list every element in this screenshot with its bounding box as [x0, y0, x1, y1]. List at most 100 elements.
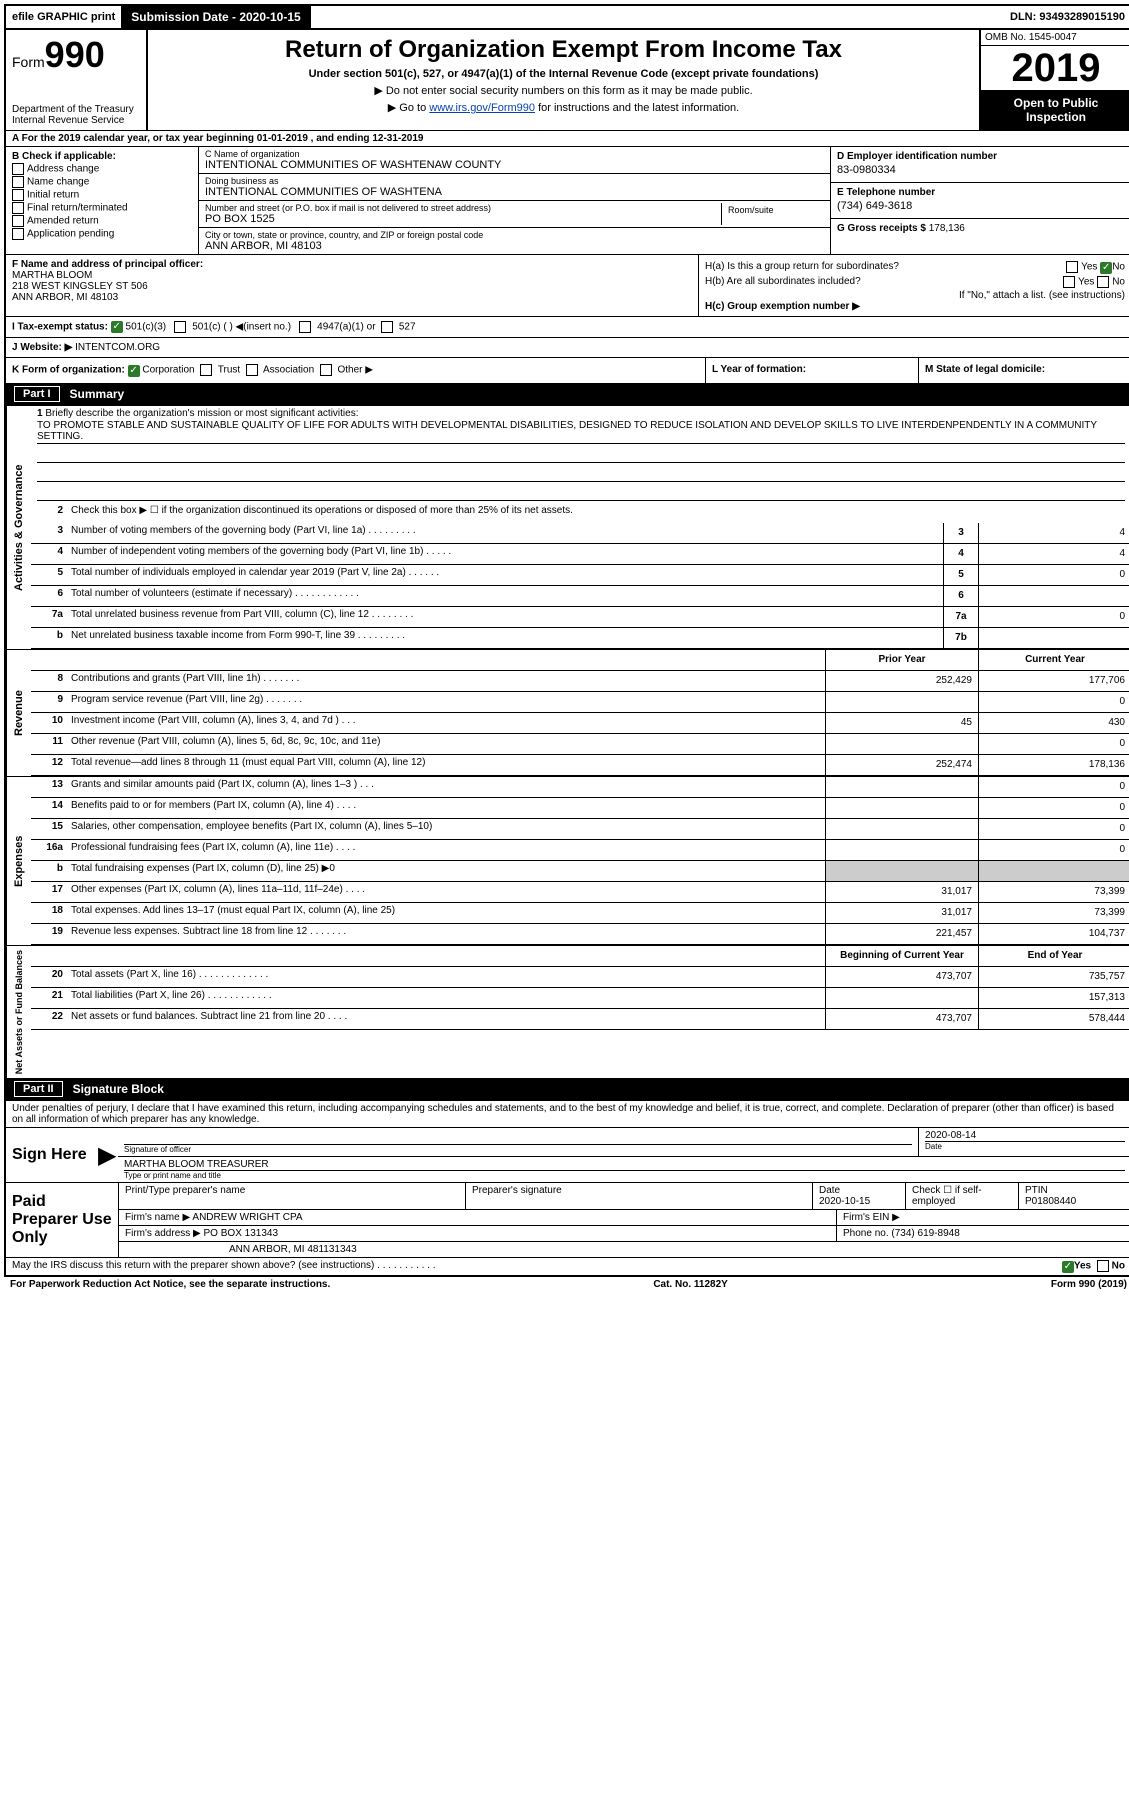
- website-row: J Website: ▶ INTENTCOM.ORG: [6, 338, 1129, 357]
- col-de: D Employer identification number 83-0980…: [830, 147, 1129, 254]
- header-left: Form990 Department of the Treasury Inter…: [6, 30, 148, 130]
- sig-name: MARTHA BLOOM TREASURER: [124, 1159, 1125, 1170]
- sig-date-val: 2020-08-14: [925, 1130, 1125, 1141]
- prep-grid: Print/Type preparer's name Preparer's si…: [118, 1183, 1129, 1257]
- officer-addr1: 218 WEST KINGSLEY ST 506: [12, 281, 692, 292]
- vtab-revenue: Revenue: [6, 650, 31, 776]
- line-8: 8Contributions and grants (Part VIII, li…: [31, 671, 1129, 692]
- city-label: City or town, state or province, country…: [205, 230, 824, 240]
- firm-name: Firm's name ▶ ANDREW WRIGHT CPA: [119, 1210, 837, 1225]
- part-2-num: Part II: [14, 1081, 63, 1097]
- paid-preparer-label: Paid Preparer Use Only: [6, 1183, 118, 1257]
- hb-answers: Yes No: [1063, 276, 1125, 288]
- ag-body: 1 Briefly describe the organization's mi…: [31, 406, 1129, 649]
- line-7b: bNet unrelated business taxable income f…: [31, 628, 1129, 649]
- vtab-activities: Activities & Governance: [6, 406, 31, 649]
- form-frame: Form990 Department of the Treasury Inter…: [4, 30, 1129, 1277]
- irs-link[interactable]: www.irs.gov/Form990: [429, 102, 535, 114]
- chk-initial-return[interactable]: Initial return: [12, 189, 192, 201]
- sig-officer-line: Signature of officer 2020-08-14 Date: [118, 1128, 1129, 1157]
- irs-discuss-q: May the IRS discuss this return with the…: [12, 1260, 1062, 1273]
- mission-blank-1: [37, 444, 1125, 463]
- form-number: Form990: [12, 34, 140, 76]
- street-box: Number and street (or P.O. box if mail i…: [199, 201, 830, 228]
- mission-block: 1 Briefly describe the organization's mi…: [31, 406, 1129, 503]
- ein-label: D Employer identification number: [837, 151, 1125, 162]
- form-title: Return of Organization Exempt From Incom…: [156, 36, 971, 64]
- signature-block: Under penalties of perjury, I declare th…: [6, 1100, 1129, 1182]
- row-j: J Website: ▶ INTENTCOM.ORG: [6, 337, 1129, 357]
- chk-name-change[interactable]: Name change: [12, 176, 192, 188]
- org-name-box: C Name of organization INTENTIONAL COMMU…: [199, 147, 830, 174]
- prep-r3: Firm's address ▶ PO BOX 131343 Phone no.…: [119, 1226, 1129, 1242]
- check-icon: ✓: [128, 365, 140, 377]
- gross-val: 178,136: [929, 223, 965, 234]
- vtab-expenses: Expenses: [6, 777, 31, 945]
- efile-label[interactable]: efile GRAPHIC print: [6, 9, 121, 25]
- chk-address-change[interactable]: Address change: [12, 163, 192, 175]
- arrow-icon: ▶: [98, 1128, 118, 1182]
- line-9: 9Program service revenue (Part VIII, lin…: [31, 692, 1129, 713]
- dba-label: Doing business as: [205, 176, 824, 186]
- firm-addr: Firm's address ▶ PO BOX 131343: [119, 1226, 837, 1241]
- sig-name-cell: MARTHA BLOOM TREASURER Type or print nam…: [118, 1157, 1129, 1182]
- form-word: Form: [12, 54, 45, 70]
- chk-final-return[interactable]: Final return/terminated: [12, 202, 192, 214]
- sig-date-cell: 2020-08-14 Date: [919, 1128, 1129, 1156]
- exp-body: 13Grants and similar amounts paid (Part …: [31, 777, 1129, 945]
- i-4947: 4947(a)(1) or: [317, 321, 375, 332]
- prep-r2: Firm's name ▶ ANDREW WRIGHT CPA Firm's E…: [119, 1210, 1129, 1226]
- chk-amended[interactable]: Amended return: [12, 215, 192, 227]
- line-16a: 16aProfessional fundraising fees (Part I…: [31, 840, 1129, 861]
- row-k: K Form of organization: ✓ Corporation Tr…: [6, 357, 1129, 383]
- expenses-section: Expenses 13Grants and similar amounts pa…: [6, 776, 1129, 945]
- col-prior-year: Prior Year: [825, 650, 978, 670]
- footer-right: Form 990 (2019): [1051, 1279, 1127, 1290]
- org-name-label: C Name of organization: [205, 149, 824, 159]
- gross-receipts-box: G Gross receipts $ 178,136: [831, 219, 1129, 254]
- top-bar: efile GRAPHIC print Submission Date - 20…: [4, 4, 1129, 30]
- prep-selfemp: Check ☐ if self-employed: [906, 1183, 1019, 1209]
- hb-note: If "No," attach a list. (see instruction…: [705, 290, 1125, 301]
- phone-val: (734) 649-3618: [837, 200, 1125, 212]
- page-footer: For Paperwork Reduction Act Notice, see …: [4, 1277, 1129, 1292]
- check-icon: ✓: [1100, 262, 1112, 274]
- prep-r4: ANN ARBOR, MI 481131343: [119, 1242, 1129, 1257]
- line-15: 15Salaries, other compensation, employee…: [31, 819, 1129, 840]
- rev-header: Prior YearCurrent Year: [31, 650, 1129, 671]
- sig-name-line: MARTHA BLOOM TREASURER Type or print nam…: [118, 1157, 1129, 1182]
- line-4: 4Number of independent voting members of…: [31, 544, 1129, 565]
- mission-text: TO PROMOTE STABLE AND SUSTAINABLE QUALIT…: [37, 419, 1125, 444]
- irs-discuss-row: May the IRS discuss this return with the…: [6, 1257, 1129, 1275]
- vtab-net-assets: Net Assets or Fund Balances: [6, 946, 31, 1078]
- firm-phone: Phone no. (734) 619-8948: [837, 1226, 1129, 1241]
- revenue-section: Revenue Prior YearCurrent Year 8Contribu…: [6, 649, 1129, 776]
- prep-name-label: Print/Type preparer's name: [119, 1183, 466, 1209]
- firm-city: ANN ARBOR, MI 481131343: [119, 1242, 1129, 1257]
- mission-blank-3: [37, 482, 1125, 501]
- line-10: 10Investment income (Part VIII, column (…: [31, 713, 1129, 734]
- officer-label: F Name and address of principal officer:: [12, 259, 692, 270]
- shaded-cell: [978, 861, 1129, 881]
- chk-pending[interactable]: Application pending: [12, 228, 192, 240]
- hb-label: H(b) Are all subordinates included?: [705, 276, 861, 288]
- col-b-checkboxes: B Check if applicable: Address change Na…: [6, 147, 199, 254]
- rev-body: Prior YearCurrent Year 8Contributions an…: [31, 650, 1129, 776]
- mission-label: Briefly describe the organization's miss…: [45, 408, 358, 419]
- tax-exempt-status: I Tax-exempt status: ✓ 501(c)(3) 501(c) …: [6, 317, 1129, 338]
- net-assets-section: Net Assets or Fund Balances Beginning of…: [6, 945, 1129, 1078]
- sig-officer-label: Signature of officer: [124, 1144, 912, 1154]
- line-11: 11Other revenue (Part VIII, column (A), …: [31, 734, 1129, 755]
- street-val: PO BOX 1525: [205, 213, 721, 225]
- phone-box: E Telephone number (734) 649-3618: [831, 183, 1129, 219]
- org-name: INTENTIONAL COMMUNITIES OF WASHTENAW COU…: [205, 159, 824, 171]
- j-label: J Website: ▶: [12, 342, 72, 353]
- firm-ein: Firm's EIN ▶: [837, 1210, 1129, 1225]
- i-501c: 501(c) ( ) ◀(insert no.): [192, 321, 291, 332]
- i-527: 527: [399, 321, 416, 332]
- note-ssn: ▶ Do not enter social security numbers o…: [156, 84, 971, 97]
- part-2-header: Part II Signature Block: [6, 1078, 1129, 1100]
- ein-box: D Employer identification number 83-0980…: [831, 147, 1129, 183]
- row-i: I Tax-exempt status: ✓ 501(c)(3) 501(c) …: [6, 316, 1129, 338]
- sig-intro: Under penalties of perjury, I declare th…: [6, 1101, 1129, 1127]
